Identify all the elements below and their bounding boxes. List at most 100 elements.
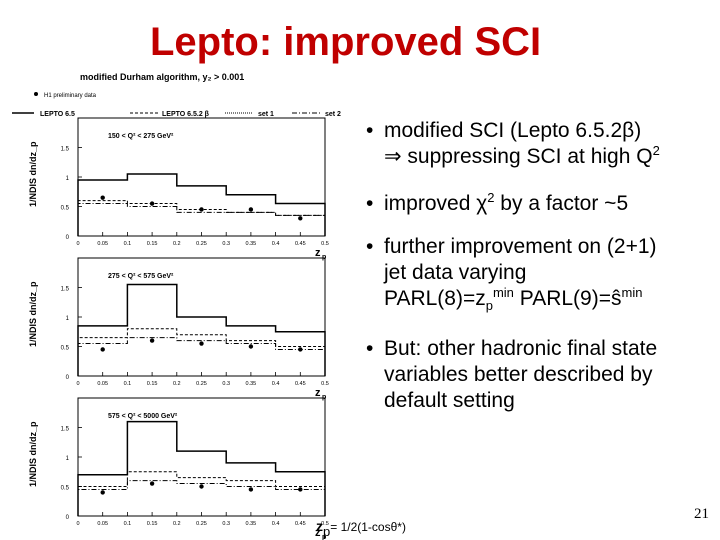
parl8-text: PARL(8)=z: [384, 287, 486, 310]
data-point: [298, 347, 303, 352]
histogram-series: [77, 471, 326, 516]
y-tick-label: 1: [66, 176, 70, 182]
y-tick-label: 1.5: [61, 287, 70, 293]
x-tick-label: 0.15: [147, 381, 158, 387]
bullet-dot: •: [366, 337, 374, 360]
bullet-2-text-end: by a factor ~5: [494, 192, 629, 215]
legend-lepto2: LEPTO 6.5.2 β: [162, 111, 210, 118]
y-tick-label: 0.5: [61, 206, 70, 212]
legend-data: H1 preliminary data: [44, 93, 97, 99]
y-tick-label: 1: [66, 316, 70, 322]
bullet-3-line1: further improvement on (2+1): [384, 235, 657, 258]
panel-title: 575 < Q² < 5000 GeV²: [108, 413, 178, 420]
histogram-series: [77, 203, 326, 236]
bullet-1-line2: ⇒ suppressing SCI at high Q2: [384, 143, 660, 172]
parl9-sup: min: [621, 285, 643, 300]
histogram-series: [77, 200, 326, 236]
y-tick-label: 0: [66, 375, 70, 381]
y-axis-label: 1/NDIS dn/dz_p: [28, 421, 38, 487]
x-tick-label: 0.2: [173, 521, 181, 527]
bullet-1-sup: 2: [652, 143, 660, 158]
x-tick-label: 0.1: [124, 521, 132, 527]
x-tick-label: 0.05: [97, 381, 108, 387]
x-tick-label: 0.1: [124, 381, 132, 387]
data-point: [199, 207, 204, 212]
panel-title: 275 < Q² < 575 GeV²: [108, 273, 174, 280]
x-tick-label: 0.2: [173, 241, 181, 247]
data-point: [248, 487, 254, 492]
x-tick-label: 0.05: [97, 521, 108, 527]
bullet-2-text: improved χ: [384, 192, 488, 215]
x-axis-label: z: [315, 527, 321, 539]
data-point: [248, 207, 254, 212]
parl8-sub: p: [485, 298, 493, 313]
y-tick-label: 1.5: [61, 147, 70, 153]
x-tick-label: 0.1: [124, 241, 132, 247]
legend-set1: set 1: [258, 111, 274, 118]
y-tick-label: 0: [66, 515, 70, 521]
x-tick-label: 0.4: [272, 381, 280, 387]
zp-formula: zp = 1/2(1-cosθ*): [316, 518, 406, 539]
legend-lepto: LEPTO 6.5: [40, 111, 75, 118]
x-tick-label: 0: [76, 241, 79, 247]
histogram-series: [77, 173, 326, 236]
histogram-series: [77, 328, 326, 376]
bullet-2-sup: 2: [487, 190, 495, 205]
data-point: [298, 216, 303, 221]
y-tick-label: 1.5: [61, 427, 70, 433]
data-point: [199, 341, 204, 346]
histogram-svg: modified Durham algorithm, y₂ > 0.001 H1…: [12, 72, 341, 540]
x-tick-label: 0.25: [196, 521, 207, 527]
parl9-text: PARL(9)=ŝ: [513, 287, 622, 310]
x-tick-label: 0.35: [246, 521, 257, 527]
bullet-3-line3: PARL(8)=zpmin PARL(9)=ŝmin: [384, 285, 657, 314]
bullet-dot: •: [366, 192, 374, 215]
panel-title: 150 < Q² < 275 GeV²: [108, 133, 174, 140]
page-number: 21: [694, 506, 709, 522]
y-axis-label: 1/NDIS dn/dz_p: [28, 281, 38, 347]
data-point: [100, 195, 105, 200]
x-tick-label: 0.2: [173, 381, 181, 387]
x-tick-label: 0.15: [147, 241, 158, 247]
x-tick-label: 0.3: [222, 241, 230, 247]
histogram-series: [77, 420, 326, 516]
bullet-1-line2-text: ⇒ suppressing SCI at high Q: [384, 145, 653, 168]
parl8-sup: min: [492, 285, 514, 300]
x-tick-label: 0: [76, 381, 79, 387]
formula-text: = 1/2(1-cosθ*): [330, 520, 406, 534]
x-tick-label: 0.5: [321, 241, 329, 247]
data-point: [298, 487, 303, 492]
x-tick-label: 0.3: [222, 381, 230, 387]
data-point: [199, 484, 204, 489]
y-tick-label: 0: [66, 235, 70, 241]
data-point: [100, 347, 105, 352]
histogram-series: [77, 337, 326, 376]
bullet-dot: •: [366, 119, 374, 142]
bullet-3: • further improvement on (2+1) jet data …: [366, 234, 657, 314]
x-axis-label: z: [315, 387, 321, 399]
x-tick-label: 0.45: [295, 521, 306, 527]
y-axis-label: 1/NDIS dn/dz_p: [28, 141, 38, 207]
y-tick-label: 0.5: [61, 486, 70, 492]
x-tick-label: 0.3: [222, 521, 230, 527]
x-tick-label: 0.05: [97, 241, 108, 247]
histogram-series: [77, 480, 326, 516]
formula-sub: p: [323, 524, 331, 539]
bullet-4-line1: But: other hadronic final state: [384, 337, 658, 360]
x-tick-label: 0.4: [272, 521, 280, 527]
bullet-dot: •: [366, 235, 374, 258]
legend-set2: set 2: [325, 111, 341, 118]
bullet-4-line2: variables better described by: [384, 363, 653, 386]
y-tick-label: 1: [66, 456, 70, 462]
x-tick-label: 0.4: [272, 241, 280, 247]
bullet-4: • But: other hadronic final state variab…: [366, 336, 657, 414]
x-axis-label-sub: p: [322, 534, 326, 540]
histogram-figure: modified Durham algorithm, y₂ > 0.001 H1…: [0, 66, 360, 540]
bullet-1: • modified SCI (Lepto 6.5.2β) ⇒ suppress…: [366, 118, 660, 172]
x-tick-label: 0.45: [295, 241, 306, 247]
legend-data-marker: [34, 92, 38, 96]
bullet-4-line3: default setting: [384, 389, 515, 412]
bullet-2: • improved χ2 by a factor ~5: [366, 190, 629, 219]
data-point: [100, 490, 105, 495]
x-tick-label: 0.25: [196, 381, 207, 387]
